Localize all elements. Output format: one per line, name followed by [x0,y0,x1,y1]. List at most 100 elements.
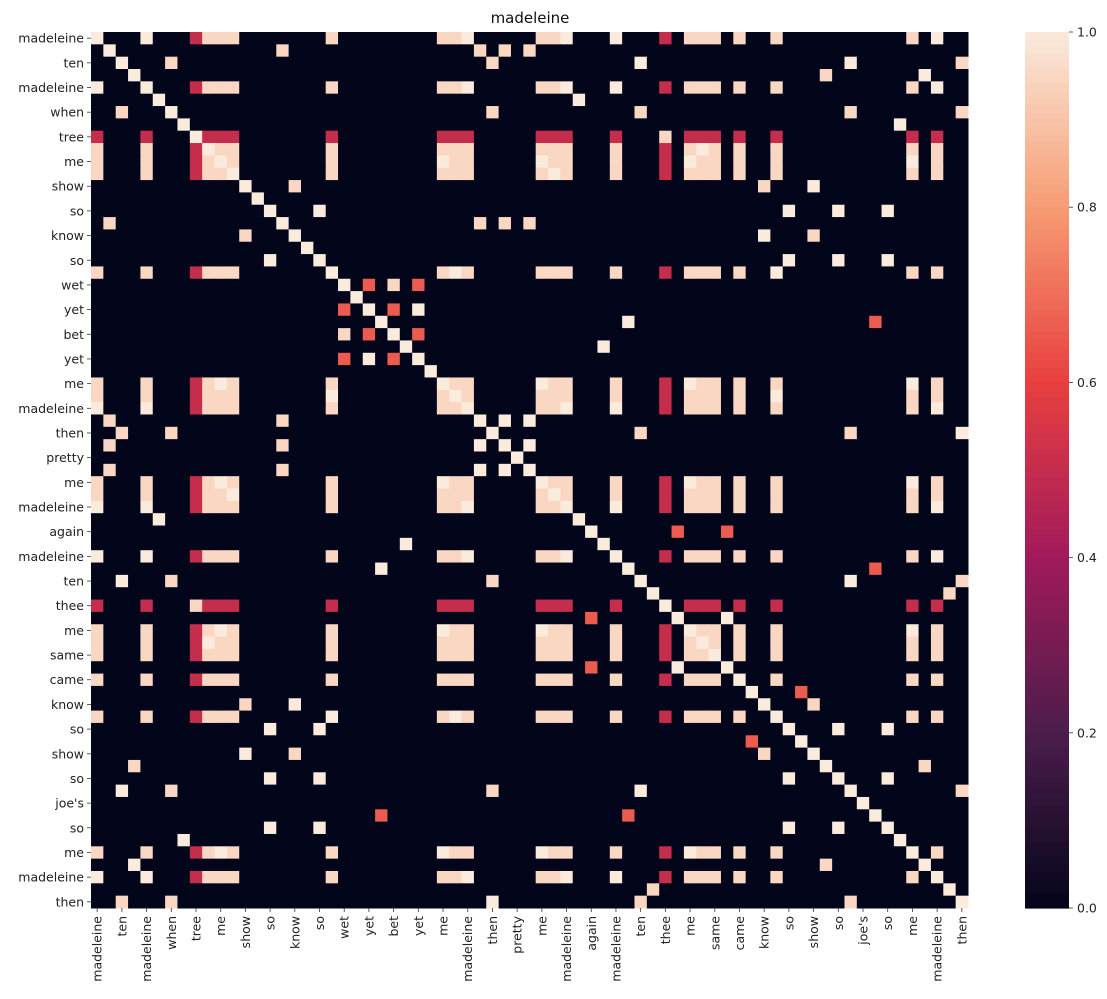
heatmap-cell [288,93,302,107]
heatmap-cell [202,93,216,107]
heatmap-cell [930,883,944,897]
heatmap-cell [251,846,265,860]
heatmap-cell [782,784,796,798]
heatmap-cell [251,833,265,847]
heatmap-cell [622,81,635,95]
heatmap-cell [955,254,969,267]
heatmap-cell [720,846,734,860]
heatmap-cell [634,229,648,243]
heatmap-cell [523,636,537,650]
heatmap-cell [930,500,944,514]
heatmap-cell [869,488,883,502]
heatmap-cell [350,821,364,835]
heatmap-cell [91,291,104,304]
heatmap-cell [881,266,895,280]
heatmap-cell [597,414,611,428]
heatmap-cell [906,389,920,403]
heatmap-cell [560,673,574,687]
heatmap-cell [177,402,191,415]
heatmap-cell [486,772,500,786]
heatmap-cell [214,858,228,872]
heatmap-cell [918,833,932,847]
heatmap-cell [696,661,710,675]
heatmap-cell [461,463,475,477]
heatmap-cell [955,870,969,884]
heatmap-cell [177,624,191,638]
heatmap-cell [449,32,463,45]
heatmap-cell [436,32,450,45]
heatmap-cell [350,833,364,847]
heatmap-cell [202,167,216,181]
heatmap-cell [906,352,920,366]
heatmap-cell [535,525,549,539]
heatmap-cell [276,32,290,45]
heatmap-cell [881,426,895,440]
heatmap-cell [609,118,623,132]
heatmap-cell [140,204,154,218]
heatmap-cell [276,562,290,576]
heatmap-cell [473,624,487,638]
heatmap-cell [745,476,759,490]
heatmap-cell [424,266,438,280]
heatmap-cell [152,809,166,823]
heatmap-cell [782,402,796,415]
heatmap-cell [202,759,216,773]
heatmap-cell [300,476,314,490]
heatmap-cell [906,624,920,638]
heatmap-cell [387,266,401,280]
heatmap-cell [412,722,425,736]
heatmap-cell [399,426,413,440]
heatmap-cell [622,377,635,391]
heatmap-cell [696,784,710,798]
heatmap-cell [399,217,413,230]
heatmap-cell [461,611,475,625]
heatmap-cell [486,32,500,45]
heatmap-cell [832,118,845,132]
heatmap-cell [251,537,265,551]
heatmap-cell [251,550,265,564]
heatmap-cell [622,710,635,724]
heatmap-cell [165,525,178,539]
heatmap-cell [300,167,314,181]
heatmap-cell [930,624,944,638]
heatmap-cell [807,69,821,82]
heatmap-cell [819,624,833,638]
heatmap-cell [918,204,932,218]
heatmap-cell [758,130,771,144]
heatmap-cell [189,167,203,181]
heatmap-cell [733,833,747,847]
heatmap-cell [758,463,771,477]
heatmap-cell [473,796,487,810]
heatmap-cell [510,303,524,317]
heatmap-cell [461,500,475,514]
heatmap-cell [486,636,500,650]
heatmap-cell [634,44,648,58]
heatmap-cell [659,377,673,391]
heatmap-cell [375,550,388,564]
heatmap-cell [696,759,710,773]
heatmap-cell [634,278,648,292]
heatmap-cell [930,315,944,329]
heatmap-cell [733,377,747,391]
heatmap-cell [634,525,648,539]
heatmap-cell [720,513,734,527]
heatmap-cell [313,266,327,280]
heatmap-cell [708,130,722,144]
heatmap-cell [856,562,870,576]
heatmap-cell [671,821,685,835]
heatmap-cell [412,574,425,588]
heatmap-cell [510,217,524,230]
heatmap-cell [350,599,364,613]
heatmap-cell [498,32,512,45]
heatmap-cell [103,636,117,650]
heatmap-cell [103,402,117,415]
heatmap-cell [832,833,845,847]
heatmap-cell [177,278,191,292]
heatmap-cell [214,784,228,798]
heatmap-cell [140,118,154,132]
heatmap-cell [103,303,117,317]
heatmap-cell [683,735,697,749]
heatmap-cell [758,846,771,860]
heatmap-cell [103,266,117,280]
